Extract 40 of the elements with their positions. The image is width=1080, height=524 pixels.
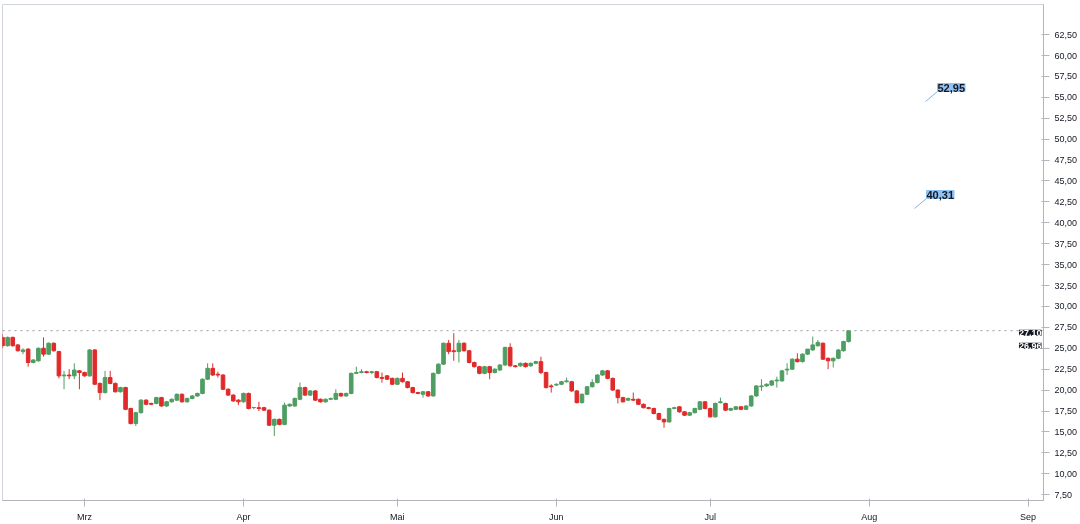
- y-tick-label: 45,00: [1054, 175, 1078, 186]
- y-tick-label: 17,50: [1054, 406, 1078, 416]
- y-tick-label: 32,50: [1054, 280, 1078, 291]
- candlestick: [256, 401, 262, 412]
- annotation: 52,95: [937, 81, 966, 94]
- y-tick-label: 50,00: [1054, 134, 1078, 145]
- y-tick-label: 12,50: [1054, 447, 1078, 458]
- y-tick-label: 47,50: [1054, 155, 1078, 166]
- y-tick-label: 20,00: [1054, 385, 1078, 396]
- x-tick-label: Jul: [704, 511, 716, 522]
- x-tick-label: Mai: [390, 511, 405, 522]
- y-tick-label: 15,00: [1054, 426, 1078, 437]
- candlestick: [456, 339, 462, 363]
- annotation: 26,96: [1018, 340, 1042, 351]
- y-tick-label: 35,00: [1054, 259, 1078, 270]
- y-tick-label: 22,50: [1054, 364, 1078, 375]
- y-tick-label: 7,50: [1054, 489, 1073, 500]
- y-tick-label: 40,00: [1054, 217, 1078, 228]
- y-tick-label: 62,50: [1054, 29, 1078, 40]
- y-tick-label: 52,50: [1054, 113, 1078, 124]
- ref-line-label: 27,10: [1018, 327, 1042, 338]
- y-tick-label: 27,50: [1054, 322, 1078, 333]
- y-tick-label: 57,50: [1054, 71, 1078, 82]
- y-tick-label: 25,00: [1054, 343, 1078, 354]
- y-tick-label: 10,00: [1054, 468, 1078, 479]
- y-tick-label: 30,00: [1054, 301, 1078, 312]
- candlestick: [25, 347, 31, 368]
- y-tick-label: 37,50: [1054, 238, 1078, 249]
- y-tick-label: 42,50: [1054, 196, 1078, 207]
- y-tick-label: 55,00: [1054, 92, 1078, 103]
- candlestick: [20, 347, 26, 355]
- annotation: 40,31: [926, 188, 955, 201]
- candlestick: [41, 336, 46, 358]
- x-tick-label: Sep: [1020, 511, 1037, 522]
- candlestick: [61, 370, 67, 390]
- x-tick-label: Mrz: [77, 511, 93, 522]
- x-tick-label: Jun: [549, 511, 564, 522]
- x-tick-label: Aug: [861, 511, 878, 522]
- y-tick-label: 60,00: [1054, 50, 1078, 61]
- x-tick-label: Apr: [236, 511, 251, 522]
